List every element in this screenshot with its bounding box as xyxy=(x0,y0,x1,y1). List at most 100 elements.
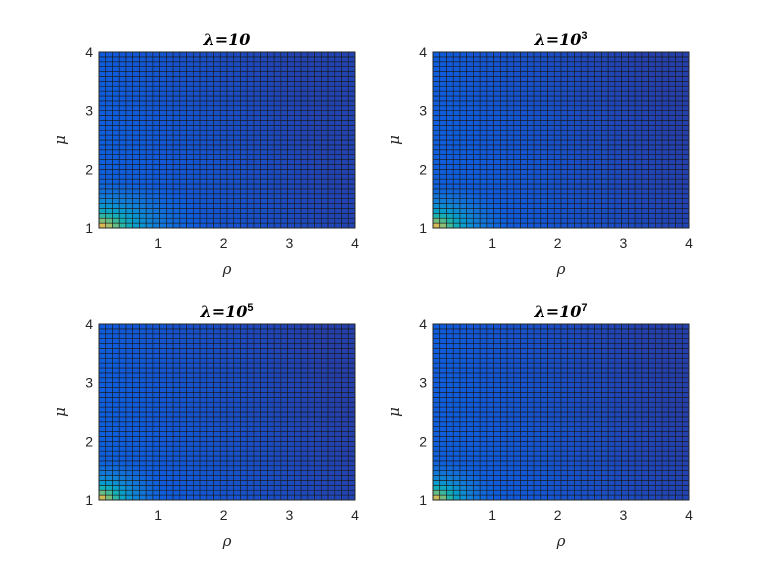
heatmap-cell xyxy=(628,397,636,403)
heatmap-cell xyxy=(260,426,268,432)
heatmap-cell xyxy=(587,460,595,467)
heatmap-cell xyxy=(287,431,295,437)
heatmap-cell xyxy=(233,470,241,476)
heatmap-cell xyxy=(520,465,528,471)
heatmap-cell xyxy=(199,397,208,403)
heatmap-cell xyxy=(199,377,208,383)
heatmap-cell xyxy=(432,431,441,437)
heatmap-cell xyxy=(628,81,636,87)
heatmap-cell xyxy=(172,149,181,155)
heatmap-cell xyxy=(567,198,575,204)
heatmap-cell xyxy=(466,105,474,111)
heatmap-cell xyxy=(300,436,309,442)
heatmap-cell xyxy=(145,203,154,209)
heatmap-cell xyxy=(432,411,441,418)
heatmap-cell xyxy=(314,51,322,58)
heatmap-cell xyxy=(226,367,235,374)
heatmap-cell xyxy=(253,188,261,195)
heatmap-cell xyxy=(260,203,268,209)
heatmap-cell xyxy=(186,372,194,379)
heatmap-cell xyxy=(452,178,461,185)
heatmap-cell xyxy=(547,392,555,398)
heatmap-cell xyxy=(574,445,582,452)
heatmap-cell xyxy=(199,76,208,82)
heatmap-cell xyxy=(634,401,643,408)
heatmap-cell xyxy=(226,328,235,335)
heatmap-cell xyxy=(668,169,676,175)
heatmap-cell xyxy=(166,338,174,344)
heatmap-cell xyxy=(500,100,508,107)
heatmap-cell xyxy=(668,81,676,87)
heatmap-cell xyxy=(459,154,467,160)
heatmap-cell xyxy=(513,139,521,146)
heatmap-cell xyxy=(233,387,241,393)
heatmap-cell xyxy=(547,470,555,476)
heatmap-cell xyxy=(560,95,569,102)
heatmap-cell xyxy=(186,441,194,447)
heatmap-cell xyxy=(648,198,656,204)
heatmap-cell xyxy=(105,362,113,369)
heatmap-cell xyxy=(634,85,643,92)
heatmap-cell xyxy=(139,372,147,379)
heatmap-cell xyxy=(500,125,508,131)
heatmap-cell xyxy=(486,401,494,408)
heatmap-cell xyxy=(193,183,201,190)
heatmap-cell xyxy=(253,149,261,155)
heatmap-cell xyxy=(139,85,147,92)
heatmap-cell xyxy=(307,348,315,354)
heatmap-cell xyxy=(452,455,461,462)
heatmap-cell xyxy=(125,139,133,146)
heatmap-cell xyxy=(193,144,201,151)
heatmap-cell xyxy=(513,213,521,219)
heatmap-cell xyxy=(132,353,140,359)
heatmap-cell xyxy=(267,450,275,457)
heatmap-cell xyxy=(334,129,342,136)
heatmap-cell xyxy=(567,76,575,82)
heatmap-cell xyxy=(314,411,322,418)
heatmap-cell xyxy=(621,213,629,219)
heatmap-cell xyxy=(513,95,521,102)
heatmap-cell xyxy=(513,164,521,170)
heatmap-cell xyxy=(193,222,201,229)
heatmap-cell xyxy=(574,149,582,155)
heatmap-cell xyxy=(321,90,329,97)
heatmap-cell xyxy=(112,445,120,452)
heatmap-cell xyxy=(321,208,329,214)
heatmap-cell xyxy=(327,71,336,77)
heatmap-cell xyxy=(500,120,508,126)
heatmap-cell xyxy=(98,367,107,374)
heatmap-cell xyxy=(621,159,629,165)
heatmap-cell xyxy=(648,213,656,219)
heatmap-cell xyxy=(459,421,467,427)
heatmap-cell xyxy=(520,81,528,87)
heatmap-cell xyxy=(233,183,241,190)
heatmap-cell xyxy=(621,397,629,403)
heatmap-cell xyxy=(560,173,569,180)
heatmap-cell xyxy=(607,485,616,491)
heatmap-cell xyxy=(446,198,454,204)
heatmap-cell xyxy=(334,441,342,447)
heatmap-cell xyxy=(246,100,255,107)
heatmap-cell xyxy=(655,397,663,403)
heatmap-cell xyxy=(172,66,181,72)
heatmap-cell xyxy=(186,367,194,374)
heatmap-cell xyxy=(186,169,194,175)
heatmap-cell xyxy=(139,129,147,136)
heatmap-cell xyxy=(307,455,315,462)
heatmap-cell xyxy=(179,95,187,102)
heatmap-cell xyxy=(260,353,268,359)
heatmap-cell xyxy=(661,489,670,496)
heatmap-cell xyxy=(267,416,275,423)
heatmap-cell xyxy=(300,421,309,427)
heatmap-cell xyxy=(273,139,282,146)
heatmap-cell xyxy=(473,149,481,155)
heatmap-cell xyxy=(466,397,474,403)
heatmap-cell xyxy=(347,475,356,481)
heatmap-cell xyxy=(98,421,107,427)
heatmap-cell xyxy=(621,66,629,72)
heatmap-cell xyxy=(681,61,690,67)
heatmap-cell xyxy=(661,76,670,82)
heatmap-cell xyxy=(287,411,295,418)
heatmap-cell xyxy=(287,323,295,330)
heatmap-cell xyxy=(459,139,467,146)
